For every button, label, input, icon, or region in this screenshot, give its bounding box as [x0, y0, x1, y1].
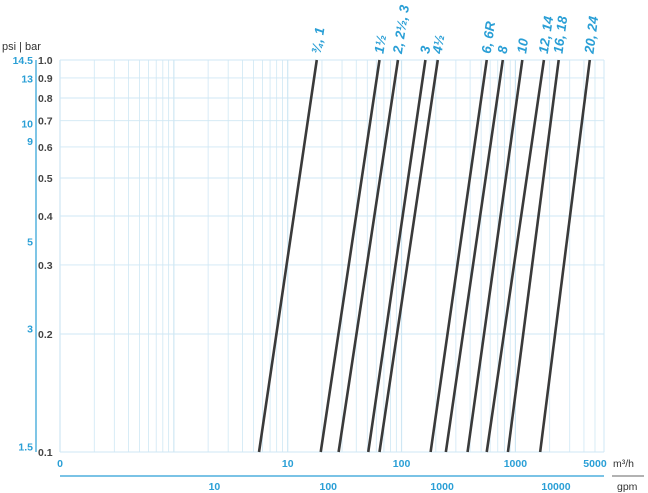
series-label-7: 10	[514, 37, 531, 54]
series-line-4	[378, 59, 440, 453]
grid	[59, 59, 605, 453]
series-label-6: 8	[495, 44, 511, 54]
x-tick-label-gpm: 10	[209, 481, 221, 493]
series-label-10: 20, 24	[581, 15, 601, 56]
series-line-10	[538, 59, 592, 453]
y-tick-label-psi: 3	[27, 323, 33, 335]
y-tick-label-bar: 0.8	[38, 93, 53, 105]
y-tick-label-bar: 0.2	[38, 329, 53, 341]
series-line-3	[366, 59, 427, 453]
x-tick-label-m3h: 10	[282, 458, 294, 470]
x-axis-unit-m3h: m³/h	[613, 458, 634, 470]
y-tick-label-psi: 1.5	[18, 441, 33, 453]
series-label-2: 2, 2½, 3	[390, 4, 412, 56]
x-tick-label-gpm: 100	[319, 481, 337, 493]
x-tick-label-m3h: 100	[393, 458, 411, 470]
series-lines	[257, 59, 592, 453]
series-line-9	[506, 59, 560, 453]
y-tick-label-psi: 9	[27, 136, 33, 148]
x-axis-unit-gpm: gpm	[617, 481, 638, 493]
x-tick-label-gpm: 1000	[430, 481, 454, 493]
series-line-8	[485, 59, 546, 453]
y-tick-label-bar: 1.0	[38, 55, 53, 67]
series-label-9: 16, 18	[551, 15, 571, 55]
y-tick-label-bar: 0.1	[38, 447, 53, 459]
series-line-7	[466, 59, 524, 453]
series-label-0: ¾, 1	[309, 26, 328, 54]
y-tick-label-bar: 0.5	[38, 173, 53, 185]
series-label-5: 6, 6R	[479, 20, 498, 54]
y-tick-label-bar: 0.3	[38, 260, 53, 272]
series-line-5	[429, 59, 489, 453]
y-tick-label-psi: 13	[21, 74, 33, 86]
y-tick-label-psi: 10	[21, 118, 33, 130]
series-line-1	[319, 59, 381, 453]
x-tick-label-m3h: 5000	[583, 458, 607, 470]
y-tick-label-bar: 0.7	[38, 116, 53, 128]
axes: 1.0 0.9 0.8 0.7 0.6 0.5 0.4 0.3 0.2 0.1 14.5 13 10 9 5…	[13, 55, 644, 493]
axis-corner-label: psi | bar	[2, 41, 41, 53]
series-label-4: 4½	[430, 34, 448, 56]
y-tick-label-bar: 0.9	[38, 73, 53, 85]
y-tick-label-bar: 0.4	[38, 211, 53, 223]
series-line-0	[257, 59, 319, 453]
series-label-1: 1½	[372, 34, 390, 55]
series-line-2	[337, 59, 400, 453]
series-label-8: 12, 14	[536, 15, 556, 55]
series-line-6	[444, 59, 505, 453]
x-tick-label-m3h: 1000	[504, 458, 528, 470]
y-tick-label-psi: 5	[27, 236, 33, 248]
y-tick-label-bar: 0.6	[38, 142, 53, 154]
y-tick-label-psi: 14.5	[13, 55, 34, 67]
x-tick-label-m3h: 0	[57, 458, 63, 470]
x-tick-label-gpm: 10000	[541, 481, 570, 493]
series-label-3: 3	[417, 44, 433, 54]
